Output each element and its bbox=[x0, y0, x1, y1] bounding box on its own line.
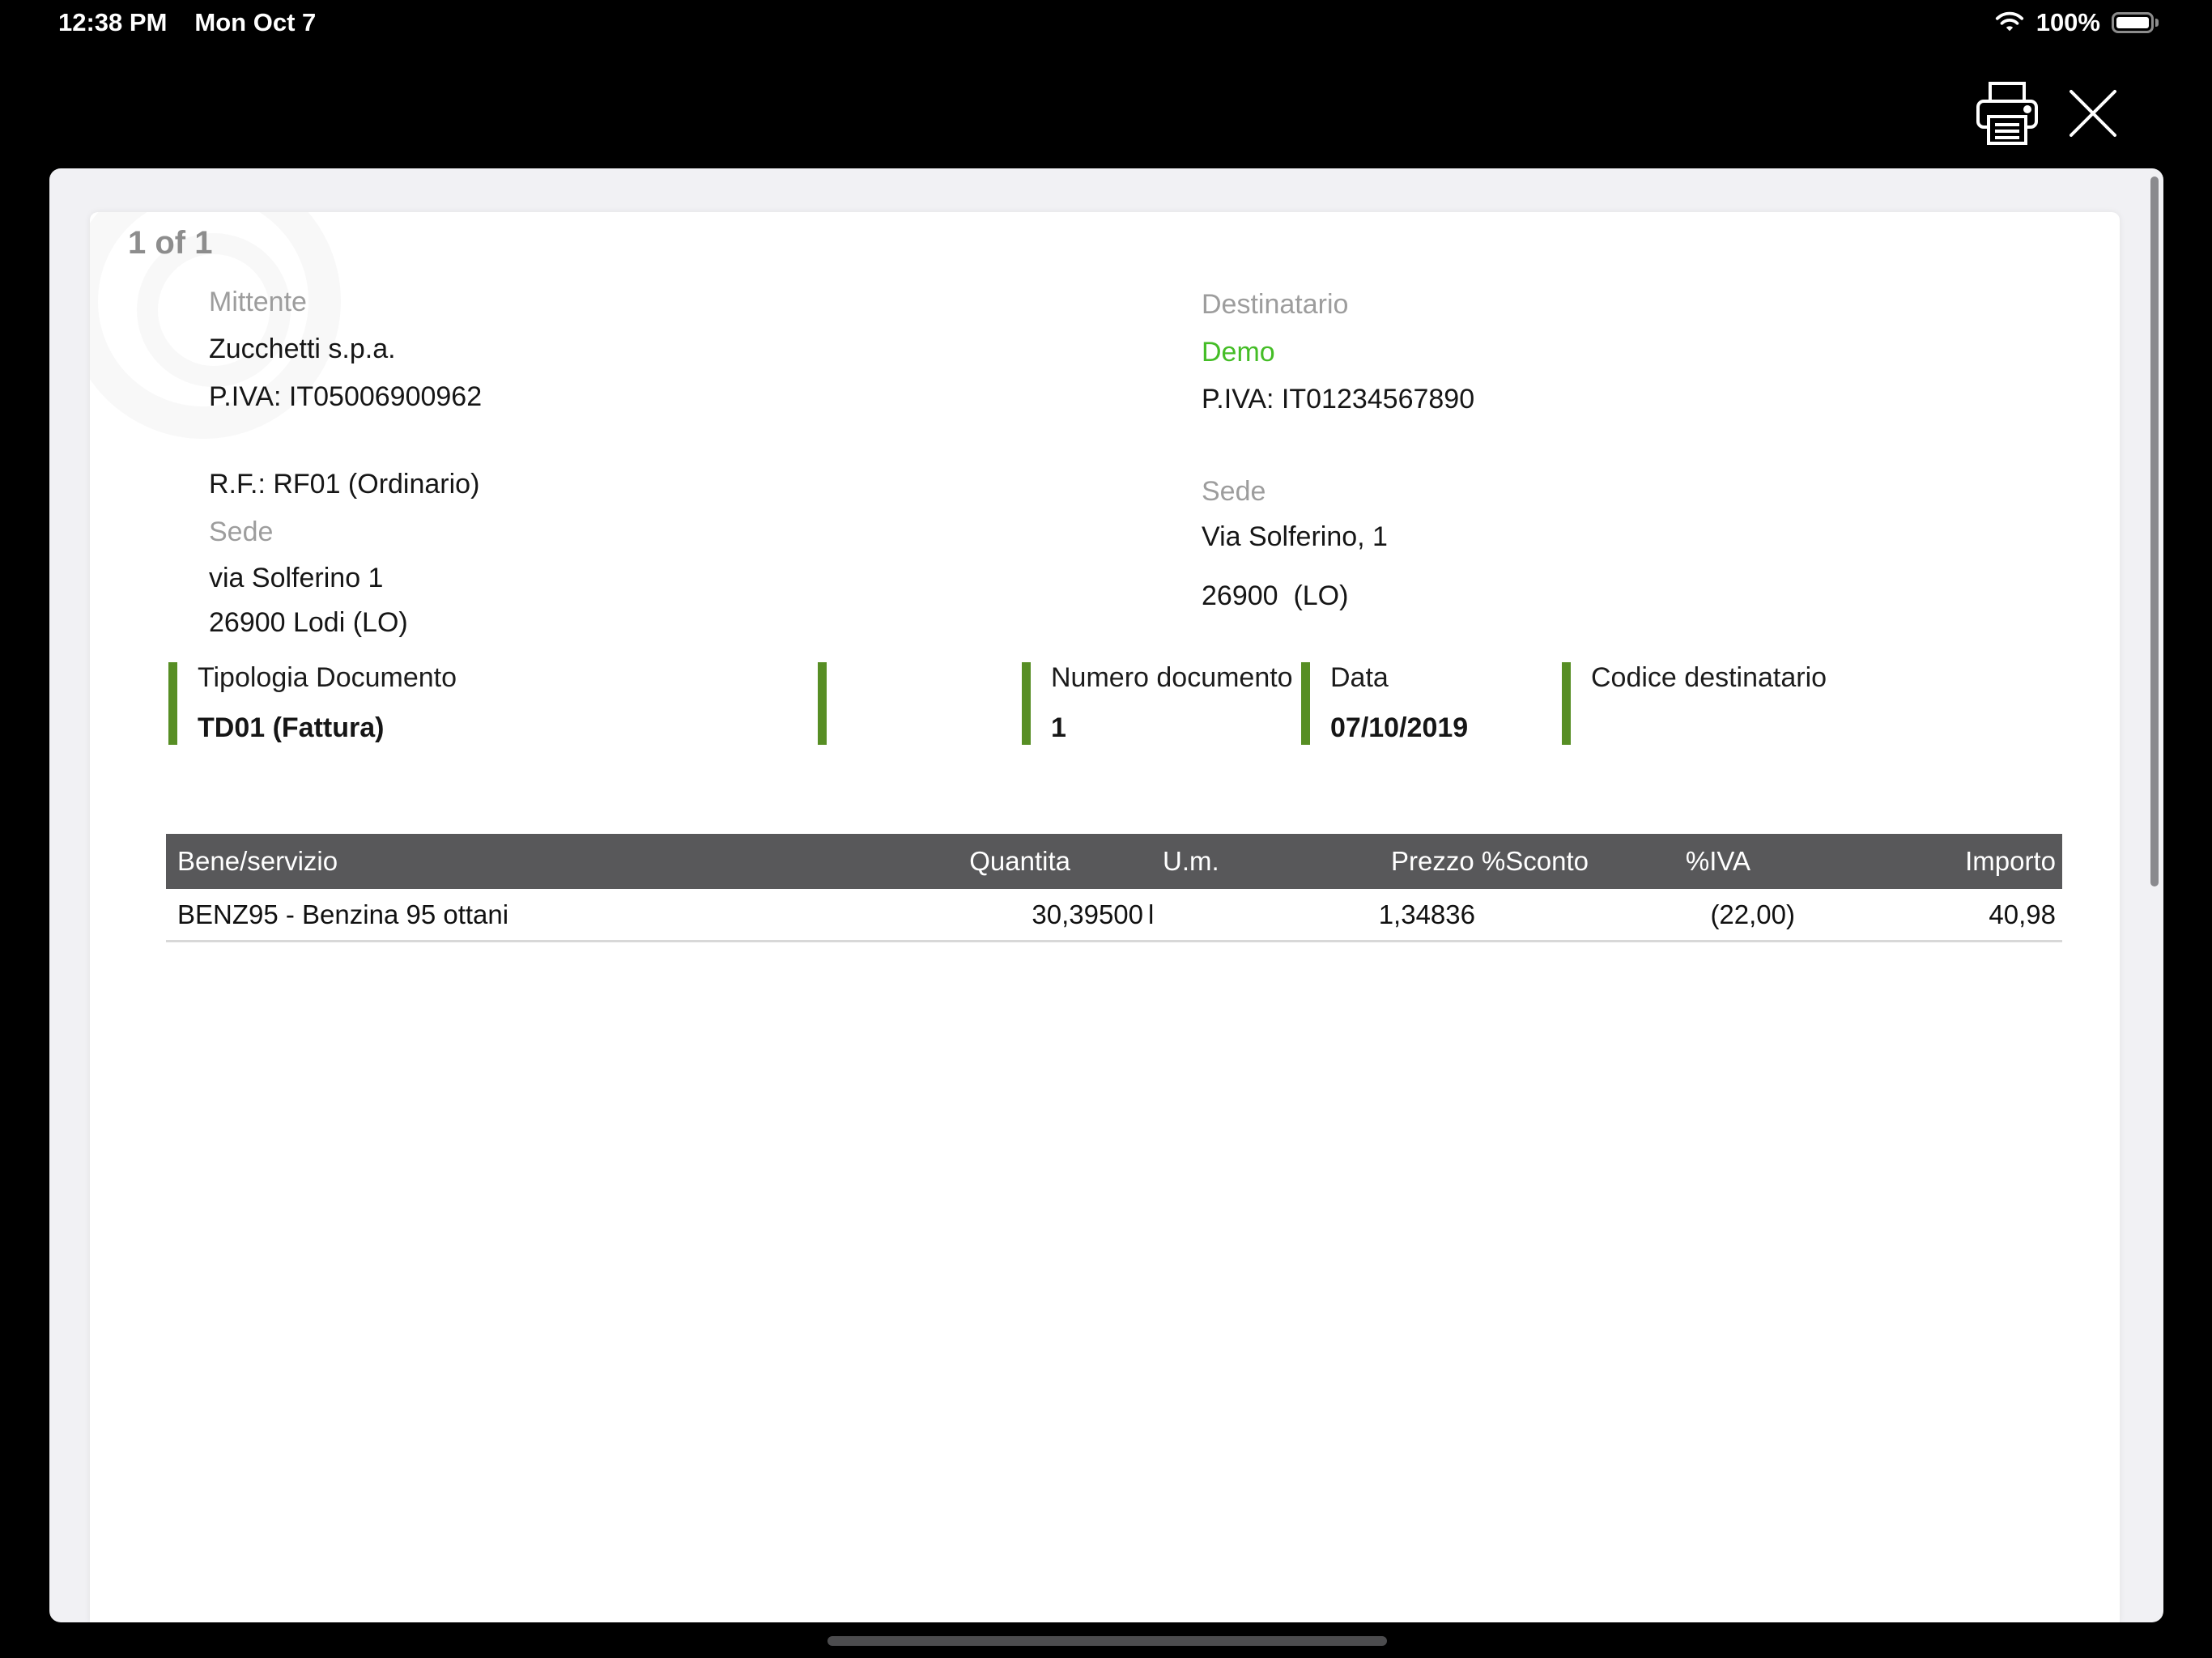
recipient-label: Destinatario bbox=[1202, 289, 1349, 320]
sender-address-label: Sede bbox=[209, 517, 274, 547]
empty-field bbox=[818, 662, 1004, 745]
sender-address-1: via Solferino 1 bbox=[209, 563, 384, 593]
battery-icon bbox=[2112, 12, 2159, 33]
document-page: 1 of 1 Mittente Zucchetti s.p.a. P.IVA: … bbox=[90, 212, 2120, 1622]
table-row: BENZ95 - Benzina 95 ottani 30,39500 l 1,… bbox=[166, 889, 2062, 942]
recipient-address-label: Sede bbox=[1202, 476, 1266, 507]
cell-iva: (22,00) bbox=[1710, 899, 1795, 929]
close-icon bbox=[2069, 90, 2116, 139]
recipient-code-field: Codice destinatario bbox=[1562, 662, 2015, 745]
printer-icon bbox=[1976, 82, 2039, 148]
recipient-address-1: Via Solferino, 1 bbox=[1202, 521, 1388, 552]
doc-type-value: TD01 (Fattura) bbox=[198, 712, 385, 743]
sender-label: Mittente bbox=[209, 287, 307, 317]
doc-date-value: 07/10/2019 bbox=[1330, 712, 1469, 743]
items-table: Bene/servizio Quantita U.m. Prezzo %Scon… bbox=[166, 834, 2062, 942]
recipient-vat: P.IVA: IT01234567890 bbox=[1202, 384, 1475, 414]
preview-toolbar bbox=[1976, 81, 2116, 148]
header-bene-servizio: Bene/servizio bbox=[177, 846, 338, 876]
recipient-code-value bbox=[1591, 742, 2015, 745]
cell-bene-servizio: BENZ95 - Benzina 95 ottani bbox=[177, 899, 509, 929]
home-indicator[interactable] bbox=[827, 1636, 1387, 1646]
cell-prezzo: 1,34836 bbox=[1378, 899, 1475, 929]
table-header-row: Bene/servizio Quantita U.m. Prezzo %Scon… bbox=[166, 834, 2062, 889]
recipient-code-label: Codice destinatario bbox=[1591, 662, 1827, 693]
header-um: U.m. bbox=[1163, 846, 1219, 876]
recipient-address-2: 26900 (LO) bbox=[1202, 580, 1349, 611]
sender-address-2: 26900 Lodi (LO) bbox=[209, 607, 408, 638]
cell-quantita: 30,39500 bbox=[1032, 899, 1143, 929]
doc-date-label: Data bbox=[1330, 662, 1389, 693]
cell-um: l bbox=[1148, 899, 1155, 929]
status-date: Mon Oct 7 bbox=[194, 8, 317, 36]
sender-regime: R.F.: RF01 (Ordinario) bbox=[209, 469, 480, 500]
document-info-strip: Tipologia Documento TD01 (Fattura) Numer… bbox=[90, 662, 2120, 745]
page-indicator: 1 of 1 bbox=[128, 225, 213, 261]
close-button[interactable] bbox=[2069, 90, 2116, 139]
doc-type-field: Tipologia Documento TD01 (Fattura) bbox=[168, 662, 800, 745]
header-importo: Importo bbox=[1965, 846, 2056, 876]
doc-number-label: Numero documento bbox=[1051, 662, 1293, 693]
print-button[interactable] bbox=[1976, 81, 2039, 148]
doc-number-value: 1 bbox=[1051, 712, 1066, 743]
sender-vat: P.IVA: IT05006900962 bbox=[209, 381, 483, 412]
header-prezzo-sconto: Prezzo %Sconto bbox=[1391, 846, 1589, 876]
status-time: 12:38 PM bbox=[58, 8, 168, 36]
header-quantita: Quantita bbox=[969, 846, 1070, 876]
recipient-name: Demo bbox=[1202, 337, 1275, 368]
doc-date-field: Data 07/10/2019 bbox=[1301, 662, 1544, 745]
vertical-scrollbar[interactable] bbox=[2150, 176, 2159, 886]
cell-importo: 40,98 bbox=[1989, 899, 2056, 929]
doc-number-field: Numero documento 1 bbox=[1022, 662, 1293, 745]
header-iva: %IVA bbox=[1685, 846, 1750, 876]
battery-percent: 100% bbox=[2035, 8, 2100, 36]
sender-name: Zucchetti s.p.a. bbox=[209, 334, 396, 364]
status-bar: 12:38 PM Mon Oct 7 100% bbox=[0, 0, 2212, 40]
wifi-icon bbox=[1994, 11, 2025, 34]
doc-type-label: Tipologia Documento bbox=[198, 662, 457, 693]
